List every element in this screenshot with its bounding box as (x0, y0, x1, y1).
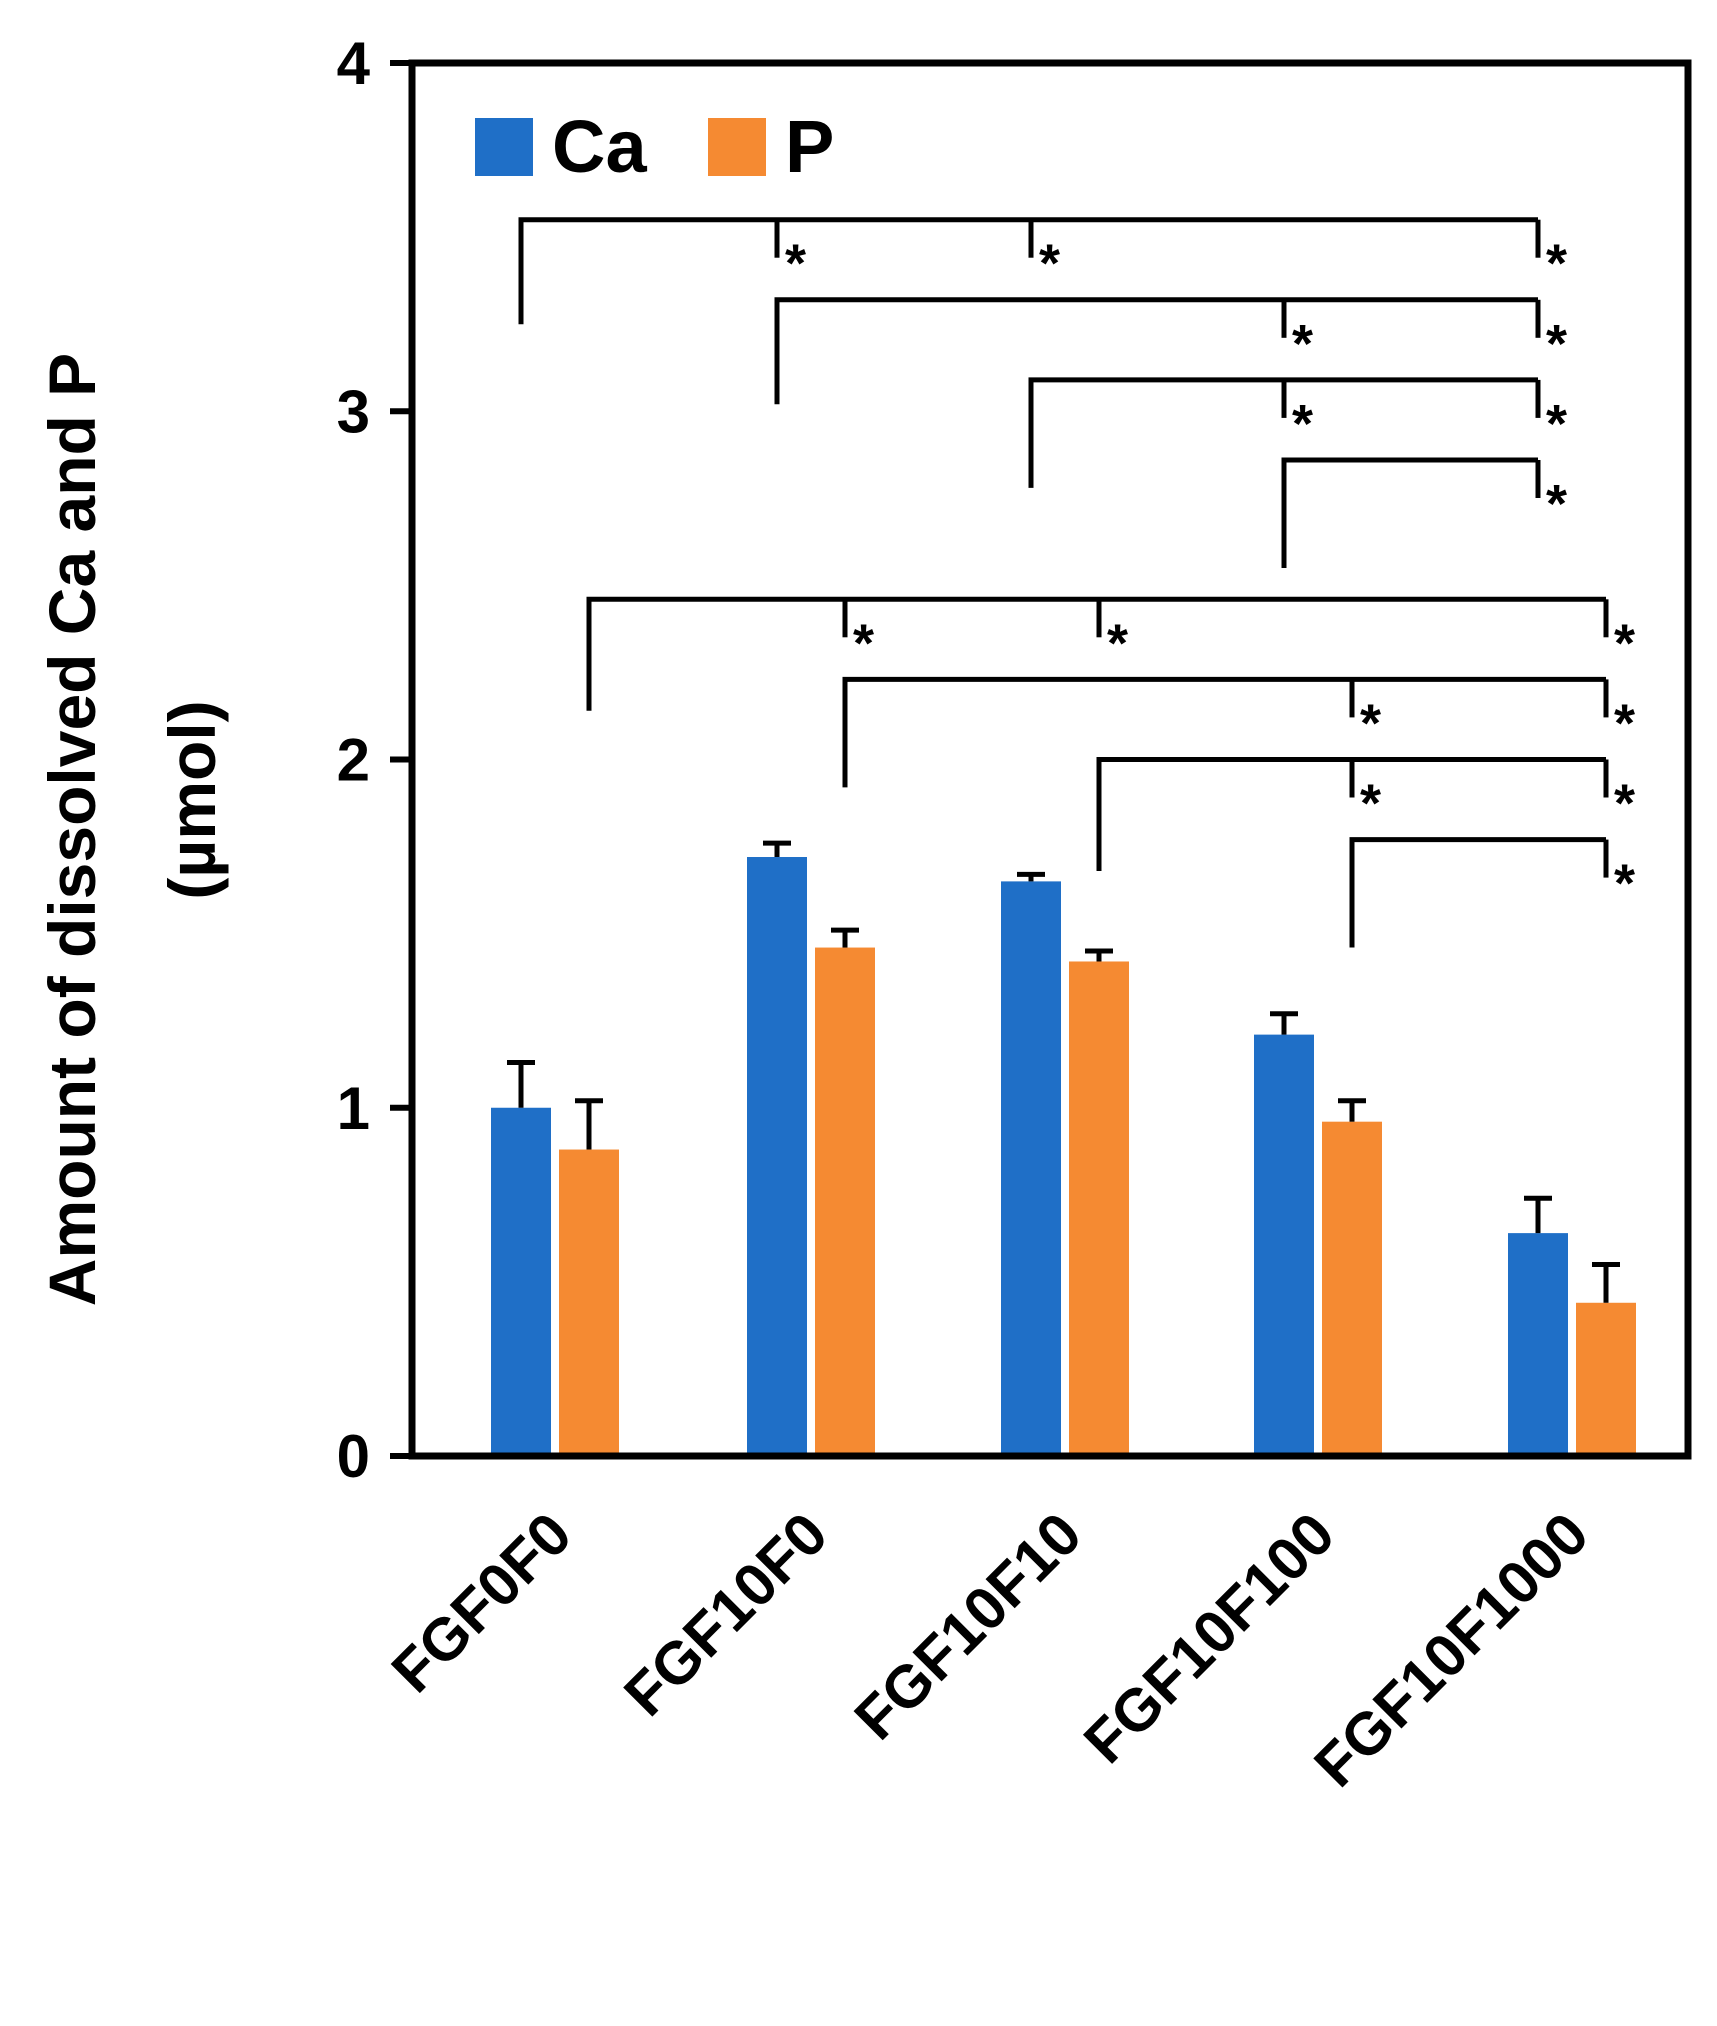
significance-star: * (1614, 693, 1635, 753)
significance-star: * (1546, 234, 1567, 294)
legend-swatch-ca (475, 118, 533, 176)
y-tick-label: 3 (337, 378, 370, 445)
significance-star: * (1107, 613, 1128, 673)
bar-ca-fgf10f0 (747, 857, 807, 1456)
bar-p-fgf10f10 (1069, 961, 1129, 1456)
significance-star: * (1360, 693, 1381, 753)
bar-p-fgf10f0 (815, 947, 875, 1456)
significance-star: * (785, 234, 806, 294)
significance-star: * (1546, 314, 1567, 374)
significance-star: * (1039, 234, 1060, 294)
x-category-label: FGF0F0 (379, 1500, 584, 1705)
y-tick-label: 2 (337, 727, 370, 794)
significance-star: * (1292, 394, 1313, 454)
significance-star: * (1614, 774, 1635, 834)
y-tick-label: 0 (337, 1423, 370, 1490)
bar-p-fgf0f0 (559, 1149, 619, 1456)
x-category-label: FGF10F10 (842, 1500, 1095, 1753)
y-tick-label: 4 (337, 30, 371, 97)
y-axis-unit-label: (µmol) (155, 700, 229, 899)
y-axis-label: Amount of dissolved Ca and P (35, 353, 109, 1306)
significance-star: * (1546, 474, 1567, 534)
significance-star: * (1292, 314, 1313, 374)
y-ticks-layer: 0 1 2 3 4 (337, 30, 412, 1490)
bar-p-fgf10f100 (1322, 1121, 1382, 1456)
legend: Ca P (475, 105, 834, 188)
legend-label-ca: Ca (552, 105, 647, 188)
x-category-label: FGF10F0 (611, 1500, 840, 1729)
significance-bracket (586, 596, 1606, 711)
legend-swatch-p (708, 118, 766, 176)
bar-ca-fgf0f0 (491, 1107, 551, 1456)
significance-star: * (1546, 394, 1567, 454)
error-bars-layer (507, 840, 1620, 1303)
significance-bracket (1028, 377, 1538, 488)
x-category-label: FGF10F1000 (1301, 1500, 1601, 1800)
significance-bracket (842, 676, 1606, 788)
bar-ca-fgf10f100 (1254, 1034, 1314, 1456)
significance-bracket (1349, 837, 1606, 948)
y-tick-label: 1 (337, 1075, 370, 1142)
significance-star: * (1360, 774, 1381, 834)
x-category-label: FGF10F100 (1071, 1500, 1347, 1776)
legend-label-p: P (785, 105, 834, 188)
significance-star: * (1614, 854, 1635, 914)
significance-bracket (1281, 457, 1538, 568)
significance-star: * (853, 613, 874, 673)
significance-layer: * * * * * * * * * * * * * * * * (518, 217, 1635, 948)
bar-ca-fgf10f10 (1001, 881, 1061, 1456)
bar-ca-fgf10f1000 (1508, 1233, 1568, 1456)
significance-bracket (518, 217, 1538, 325)
significance-bracket (1096, 757, 1606, 871)
significance-bracket (774, 297, 1538, 405)
bars-layer (491, 857, 1636, 1456)
bar-p-fgf10f1000 (1576, 1302, 1636, 1456)
significance-star: * (1614, 613, 1635, 673)
